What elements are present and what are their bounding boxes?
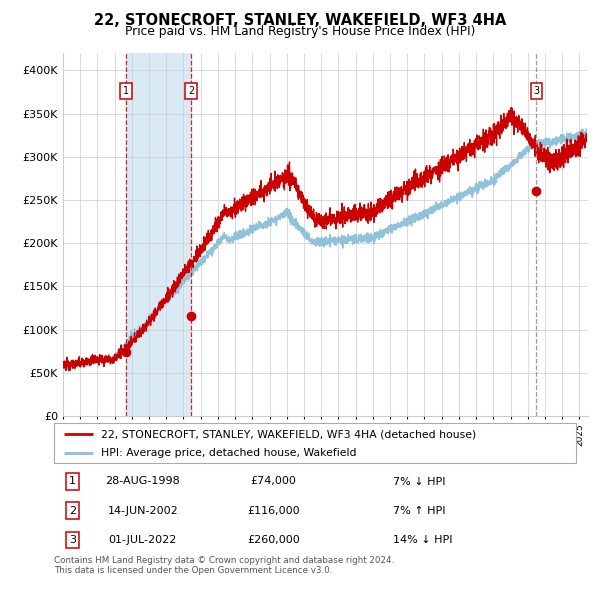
Text: £260,000: £260,000 — [247, 535, 299, 545]
Text: 14-JUN-2002: 14-JUN-2002 — [107, 506, 178, 516]
Text: 7% ↑ HPI: 7% ↑ HPI — [394, 506, 446, 516]
Text: 28-AUG-1998: 28-AUG-1998 — [106, 477, 180, 487]
Text: 7% ↓ HPI: 7% ↓ HPI — [394, 477, 446, 487]
Text: 1: 1 — [123, 86, 129, 96]
Text: £116,000: £116,000 — [247, 506, 299, 516]
Text: 2: 2 — [188, 86, 194, 96]
Text: HPI: Average price, detached house, Wakefield: HPI: Average price, detached house, Wake… — [101, 448, 356, 458]
Text: 14% ↓ HPI: 14% ↓ HPI — [394, 535, 453, 545]
FancyBboxPatch shape — [54, 423, 576, 463]
Text: 22, STONECROFT, STANLEY, WAKEFIELD, WF3 4HA: 22, STONECROFT, STANLEY, WAKEFIELD, WF3 … — [94, 13, 506, 28]
Text: £74,000: £74,000 — [250, 477, 296, 487]
Text: 2: 2 — [69, 506, 76, 516]
Text: 22, STONECROFT, STANLEY, WAKEFIELD, WF3 4HA (detached house): 22, STONECROFT, STANLEY, WAKEFIELD, WF3 … — [101, 430, 476, 440]
Text: 3: 3 — [533, 86, 539, 96]
Text: 1: 1 — [69, 477, 76, 487]
Text: Contains HM Land Registry data © Crown copyright and database right 2024.
This d: Contains HM Land Registry data © Crown c… — [54, 556, 394, 575]
Text: Price paid vs. HM Land Registry's House Price Index (HPI): Price paid vs. HM Land Registry's House … — [125, 25, 475, 38]
Text: 01-JUL-2022: 01-JUL-2022 — [109, 535, 177, 545]
Bar — [126, 53, 191, 416]
Text: 3: 3 — [69, 535, 76, 545]
